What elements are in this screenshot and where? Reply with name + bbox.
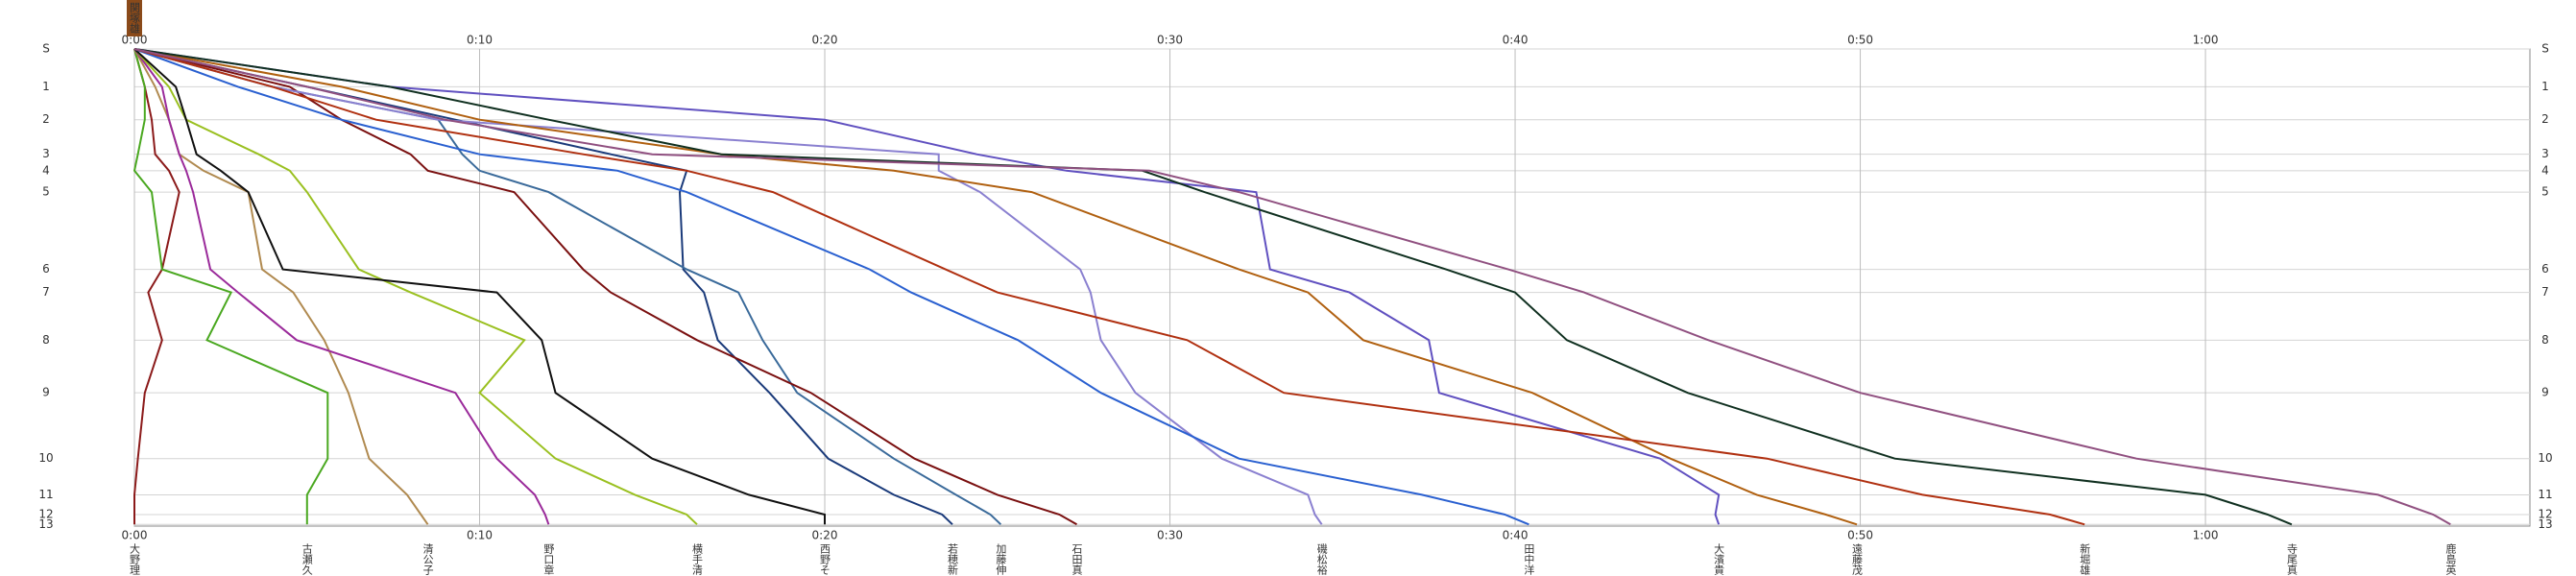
y-tick-label-right: 5 (2541, 185, 2549, 199)
y-tick-label-right: 9 (2541, 386, 2549, 399)
runner-name: 石田真 (1071, 543, 1083, 576)
runner-name: 加藤伸 (995, 543, 1007, 576)
x-tick-label: 0:30 (1157, 529, 1183, 542)
x-tick-label-top: 0:10 (467, 34, 493, 47)
y-tick-label: 8 (42, 333, 50, 347)
y-tick-label: 4 (42, 163, 50, 177)
runner-name: 田中洋 (1523, 543, 1535, 575)
x-tick-label-top: 0:40 (1503, 34, 1529, 47)
x-tick-label-top: 1:00 (2193, 34, 2219, 47)
y-tick-label: 2 (42, 112, 50, 126)
y-tick-label-right: 13 (2538, 517, 2552, 531)
x-tick-label: 0:50 (1847, 529, 1873, 542)
runner-line (133, 48, 550, 525)
x-tick-label-top: 0:30 (1157, 34, 1183, 47)
y-tick-label: 7 (42, 285, 50, 299)
y-tick-label: 13 (38, 517, 53, 531)
runner-line (133, 48, 2451, 526)
y-tick-label-right: 3 (2541, 147, 2549, 160)
start-label: 関塚雄 (129, 2, 141, 34)
runner-name: 野口章 (542, 543, 555, 575)
y-tick-label: 5 (42, 185, 50, 199)
y-tick-label-right: 8 (2541, 333, 2549, 347)
x-tick-label: 0:00 (122, 529, 148, 542)
y-tick-label-right: 12 (2538, 508, 2552, 521)
y-tick-label-right: S (2541, 42, 2549, 56)
y-tick-label: 1 (42, 80, 50, 93)
runner-name: 寺尾真 (2285, 543, 2298, 576)
y-tick-label-right: 6 (2541, 262, 2549, 276)
runner-line (133, 48, 1529, 526)
y-tick-label-right: 7 (2541, 285, 2549, 299)
runner-line (132, 48, 329, 525)
y-tick-label-right: 4 (2541, 163, 2549, 177)
y-tick-label-right: 1 (2541, 80, 2549, 93)
runner-name: 横手清 (691, 542, 704, 576)
y-tick-label: 11 (38, 488, 53, 501)
runner-name: 若穂新 (947, 543, 959, 575)
runner-name: 大濱貴 (1713, 542, 1725, 576)
x-tick-label: 0:20 (812, 529, 838, 542)
y-tick-label-right: 11 (2538, 488, 2552, 501)
runner-name: 新堀雄 (2079, 542, 2091, 575)
runner-name: 鹿島英 (2444, 542, 2457, 576)
runner-line (133, 48, 826, 525)
runner-line (133, 48, 1002, 526)
y-tick-label-right: 2 (2541, 112, 2549, 126)
y-tick-label-right: 10 (2538, 451, 2552, 465)
runner-line (133, 48, 2085, 526)
runner-name: 大野理 (129, 542, 141, 575)
x-tick-label-top: 0:50 (1847, 34, 1873, 47)
runner-line (133, 48, 1858, 526)
x-tick-label-top: 0:20 (812, 34, 838, 47)
runner-name: 遠藤茂 (1850, 543, 1863, 576)
runner-name: 古瀬久 (301, 543, 313, 576)
runner-line (133, 48, 1077, 526)
y-tick-label: 6 (42, 262, 50, 276)
runner-line (133, 48, 2293, 526)
y-tick-label: 12 (38, 508, 53, 521)
runner-name: 磯松裕 (1315, 543, 1328, 576)
x-tick-label: 0:40 (1503, 529, 1529, 542)
runner-name: 清公子 (421, 543, 434, 575)
x-tick-label: 1:00 (2193, 529, 2219, 542)
start-label-box (127, 0, 142, 36)
runner-line (133, 48, 1721, 525)
y-tick-label: 3 (42, 147, 50, 160)
y-tick-label: 9 (42, 386, 50, 399)
x-tick-label: 0:10 (467, 529, 493, 542)
y-tick-label: S (42, 42, 50, 56)
y-tick-label: 10 (38, 451, 53, 465)
runner-name: 西野そ (819, 543, 831, 575)
runner-line (133, 48, 181, 525)
